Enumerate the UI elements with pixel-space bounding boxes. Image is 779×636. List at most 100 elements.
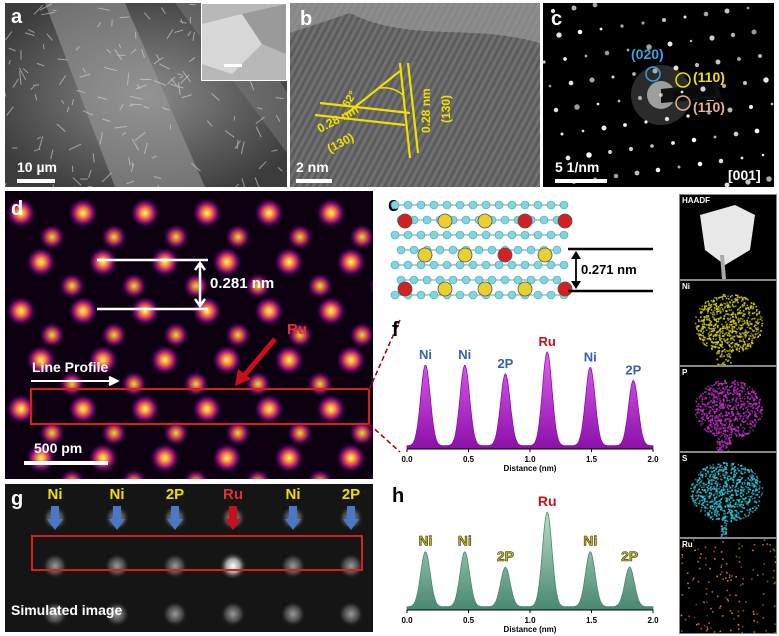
eds-pixel (695, 409, 697, 411)
eds-pixel (731, 423, 733, 425)
eds-pixel (714, 474, 717, 477)
panel-g-atom-label: Ni (109, 486, 125, 503)
eds-pixel (748, 415, 750, 417)
eds-pixel (728, 326, 731, 329)
eds-pixel (757, 504, 760, 507)
eds-pixel (695, 495, 697, 497)
eds-pixel (711, 429, 714, 432)
eds-pixel (736, 425, 738, 428)
eds-pixel (725, 531, 727, 533)
eds-pixel (746, 397, 749, 400)
eds-pixel (732, 499, 735, 502)
eds-pixel (723, 315, 726, 317)
atom-column (349, 322, 373, 348)
eds-pixel (740, 403, 743, 406)
eds-pixel (750, 470, 753, 472)
s-atom (546, 200, 556, 210)
eds-pixel (721, 407, 724, 410)
eds-pixel (727, 407, 730, 409)
eds-pixel (704, 326, 706, 329)
eds-pixel (728, 318, 731, 320)
eds-pixel (746, 395, 749, 398)
eds-pixel (774, 623, 776, 625)
eds-pixel (713, 503, 716, 506)
eds-pixel (760, 409, 762, 411)
eds-pixel (741, 327, 744, 329)
eds-pixel (738, 319, 741, 322)
eds-pixel (746, 469, 749, 472)
eds-pixel (739, 517, 741, 520)
eds-pixel (720, 431, 723, 434)
eds-pixel (718, 336, 721, 339)
eds-pixel (714, 335, 717, 337)
eds-pixel (716, 298, 718, 301)
eds-pixel (707, 388, 710, 391)
eds-pixel (709, 387, 711, 389)
eds-pixel (749, 304, 752, 307)
eds-pixel (722, 432, 725, 435)
eds-pixel (723, 389, 726, 391)
eds-pixel (719, 391, 722, 394)
s-atom (409, 275, 419, 285)
eds-pixel (705, 405, 707, 408)
eds-pixel (732, 504, 735, 507)
eds-pixel (725, 411, 728, 414)
eds-pixel (748, 501, 750, 503)
eds-pixel (754, 336, 757, 338)
eds-pixel (747, 514, 750, 517)
eds-pixel (718, 427, 721, 430)
eds-pixel (738, 327, 740, 330)
eds-pixel (720, 330, 722, 333)
eds-pixel (759, 400, 761, 403)
eds-pixel (734, 321, 737, 324)
eds-pixel (740, 300, 743, 302)
eds-pixel (739, 306, 742, 309)
eds-pixel (716, 476, 718, 479)
eds-pixel (710, 304, 713, 306)
eds-pixel (725, 447, 728, 449)
s-atom (487, 275, 497, 285)
eds-pixel (748, 314, 751, 317)
eds-pixel (690, 487, 692, 490)
eds-pixel (720, 392, 722, 394)
eds-pixel (733, 517, 736, 520)
eds-pixel (741, 318, 744, 320)
atom-column (212, 247, 242, 277)
eds-pixel (701, 398, 703, 400)
eds-pixel (759, 417, 761, 420)
eds-pixel (710, 470, 713, 473)
eds-pixel (717, 472, 720, 475)
diffraction-spot (601, 125, 607, 131)
atom-column (245, 273, 271, 299)
s-atom (481, 200, 491, 210)
eds-pixel (718, 297, 720, 300)
diffraction-spot (617, 99, 621, 103)
eds-pixel (713, 424, 716, 426)
eds-pixel (705, 491, 707, 494)
atom-column (287, 420, 313, 446)
eds-pixel (718, 503, 721, 506)
panel-g-atom-label: Ni (285, 486, 301, 503)
eds-pixel (701, 476, 704, 478)
eds-pixel (724, 339, 727, 342)
eds-pixel (741, 476, 743, 479)
eds-pixel (720, 440, 723, 443)
eds-pixel (723, 394, 726, 397)
eds-pixel (733, 344, 736, 347)
eds-pixel (711, 505, 714, 508)
eds-pixel (745, 433, 747, 436)
panel-c-spot-1-10-text: (110) (693, 99, 725, 115)
eds-pixel (708, 331, 711, 333)
eds-pixel (747, 432, 750, 435)
eds-pixel (753, 620, 755, 622)
eds-pixel (749, 327, 751, 329)
eds-pixel (726, 492, 728, 494)
atom-column (225, 322, 251, 348)
eds-pixel (739, 389, 742, 392)
eds-pixel (741, 336, 744, 338)
eds-pixel (714, 498, 716, 501)
eds-pixel (714, 333, 717, 336)
eds-pixel (751, 323, 753, 325)
eds-pixel (729, 386, 731, 388)
eds-pixel (752, 330, 754, 332)
